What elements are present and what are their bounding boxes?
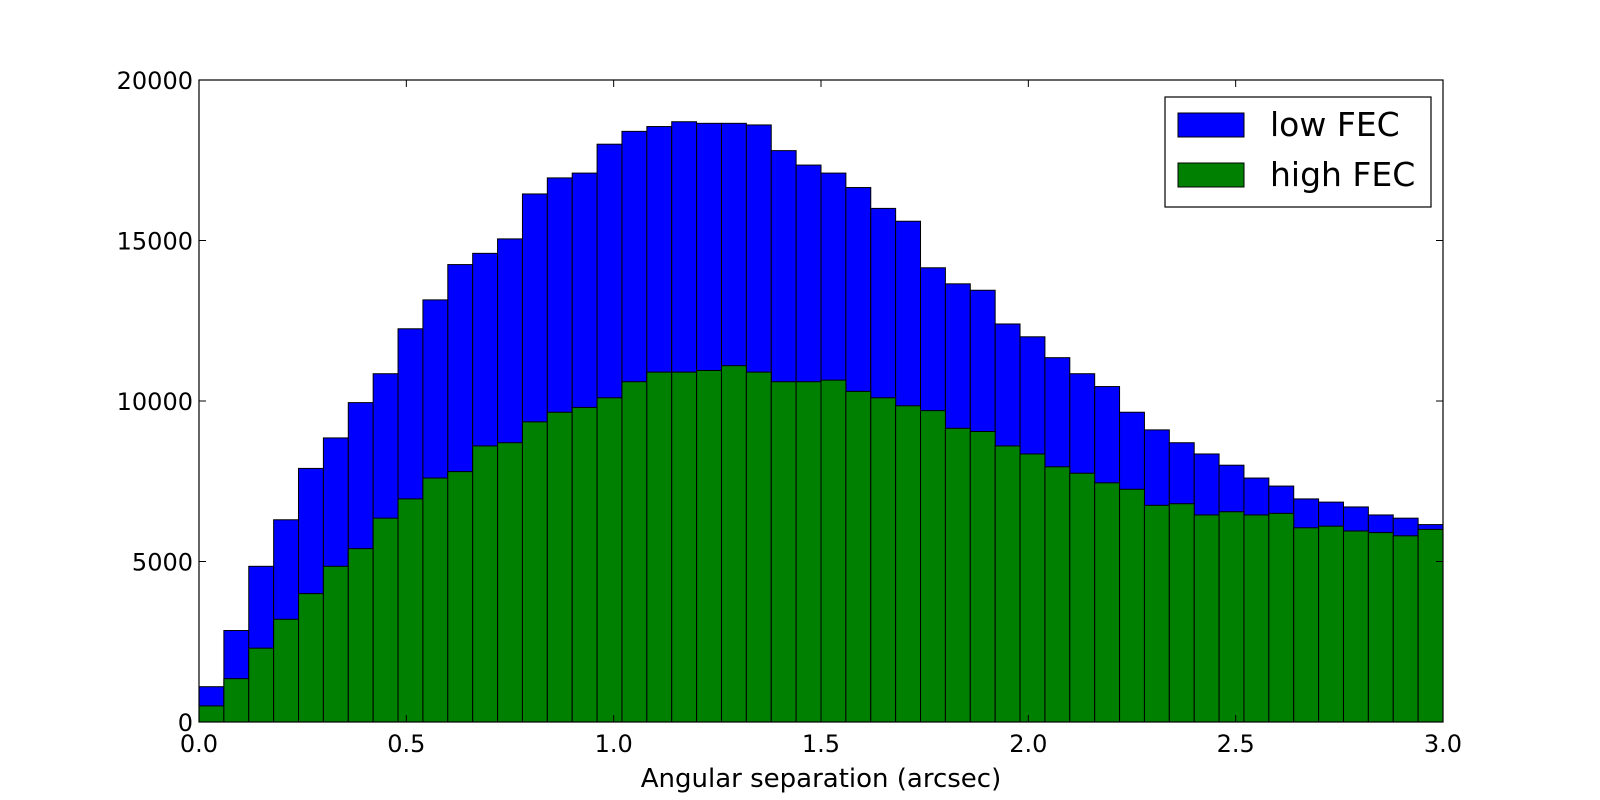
bar-high-fec <box>1243 514 1270 723</box>
bar-high-fec <box>497 442 523 723</box>
bar-high-fec <box>521 421 548 723</box>
bar-high-fec <box>372 517 399 723</box>
bar-high-fec <box>1094 482 1121 723</box>
bars-layer <box>198 121 1444 723</box>
tick-labels-layer: 0.0 0.5 1.0 1.5 2.0 2.5 3.0 0 5000 10000 15000 2000… <box>117 67 1462 758</box>
legend-swatch-high-fec <box>1177 162 1245 188</box>
bar-high-fec <box>1417 528 1444 723</box>
bar-high-fec <box>1193 514 1220 723</box>
legend-label-high-fec: high FEC <box>1270 155 1415 194</box>
bar-high-fec <box>770 381 797 723</box>
bar-high-fec <box>1392 535 1419 723</box>
bar-high-fec <box>1318 525 1344 723</box>
bar-high-fec <box>696 370 722 723</box>
y-tick-label: 0 <box>178 709 193 737</box>
bar-high-fec <box>969 430 996 723</box>
bar-high-fec <box>944 427 971 723</box>
bar-high-fec <box>347 548 374 723</box>
bar-high-fec <box>621 381 648 723</box>
bar-high-fec <box>895 405 922 723</box>
legend-label-low-fec: low FEC <box>1270 105 1400 144</box>
ticks-layer <box>198 79 1444 723</box>
bar-high-fec <box>1019 453 1046 723</box>
bar-high-fec <box>596 397 623 723</box>
bar-high-fec <box>397 498 424 723</box>
bar-high-fec <box>870 397 897 723</box>
bar-high-fec <box>1342 530 1369 723</box>
bar-high-fec <box>571 406 598 723</box>
y-tick-label: 15000 <box>117 228 193 256</box>
bar-high-fec <box>472 445 499 723</box>
x-tick-label: 3.0 <box>1424 730 1462 758</box>
y-tick-label: 20000 <box>117 67 193 95</box>
bar-high-fec <box>198 705 225 723</box>
bar-high-fec <box>1218 511 1245 723</box>
bar-high-fec <box>1119 488 1145 723</box>
bar-high-fec <box>745 371 772 723</box>
bar-high-fec <box>994 445 1021 723</box>
bar-high-fec <box>422 477 449 723</box>
bar-high-fec <box>720 365 747 723</box>
bar-high-fec <box>1168 503 1195 723</box>
y-tick-label: 5000 <box>132 549 193 577</box>
bar-high-fec <box>1367 532 1394 723</box>
x-tick-label: 2.0 <box>1009 730 1047 758</box>
bar-high-fec <box>223 678 250 723</box>
bar-high-fec <box>1069 472 1096 723</box>
x-tick-label: 0.0 <box>180 730 218 758</box>
bar-high-fec <box>795 381 822 723</box>
y-tick-label: 10000 <box>117 388 193 416</box>
x-tick-label: 0.5 <box>387 730 425 758</box>
bar-high-fec <box>248 647 275 723</box>
bar-high-fec <box>447 471 474 723</box>
bar-high-fec <box>820 379 847 723</box>
bar-high-fec <box>1143 504 1170 723</box>
x-tick-label: 1.0 <box>595 730 633 758</box>
bar-high-fec <box>845 390 872 723</box>
x-axis-label: Angular separation (arcsec) <box>641 764 1002 794</box>
legend: low FEC high FEC <box>1164 96 1432 208</box>
x-tick-label: 1.5 <box>802 730 840 758</box>
bar-high-fec <box>920 410 946 723</box>
bar-high-fec <box>646 371 673 723</box>
x-tick-label: 2.5 <box>1217 730 1255 758</box>
bar-high-fec <box>273 618 300 723</box>
bar-high-fec <box>546 411 573 723</box>
bar-high-fec <box>1044 466 1071 723</box>
bar-high-fec <box>1293 527 1320 723</box>
bar-high-fec <box>1268 512 1295 723</box>
bar-high-fec <box>322 565 349 723</box>
bar-high-fec <box>298 593 324 723</box>
legend-swatch-low-fec <box>1177 112 1245 138</box>
bar-high-fec <box>671 371 698 723</box>
